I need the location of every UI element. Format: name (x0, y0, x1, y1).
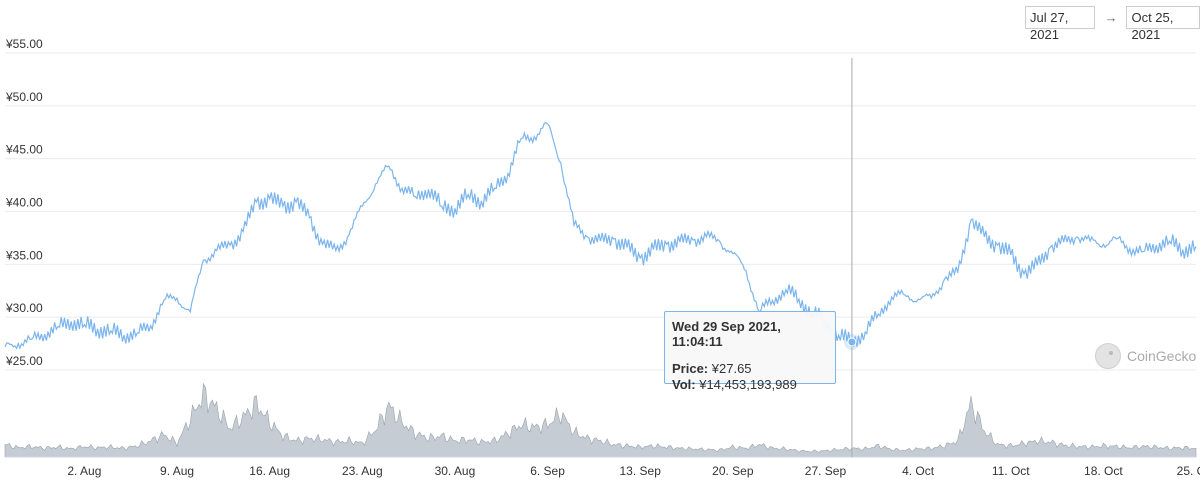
y-tick-label: ¥30.00 (5, 301, 43, 315)
x-tick-label: 9. Aug (160, 464, 194, 478)
y-tick-label: ¥55.00 (5, 37, 43, 51)
watermark-text: CoinGecko (1127, 348, 1197, 364)
tooltip-volume-row: Vol: ¥14,453,193,989 (672, 377, 828, 393)
x-tick-label: 27. Sep (805, 464, 847, 478)
coingecko-watermark: CoinGecko (1095, 343, 1196, 369)
x-tick-label: 25. Oct (1177, 464, 1200, 478)
tooltip-price-row: Price: ¥27.65 (672, 361, 828, 377)
tooltip-title: Wed 29 Sep 2021, 11:04:11 (672, 319, 781, 349)
volume-area (4, 382, 1197, 458)
chart-grid (5, 52, 1196, 371)
hover-point (847, 337, 857, 347)
x-tick-label: 2. Aug (67, 464, 101, 478)
arrow-right-icon: → (1104, 10, 1118, 25)
y-tick-label: ¥35.00 (5, 248, 43, 262)
volume-series (4, 382, 1197, 458)
y-tick-label: ¥45.00 (5, 143, 43, 157)
x-tick-label: 11. Oct (992, 464, 1030, 478)
x-tick-label: 20. Sep (712, 464, 754, 478)
x-tick-label: 18. Oct (1084, 464, 1123, 478)
tooltip-volume-value: ¥14,453,193,989 (699, 377, 797, 392)
x-tick-label: 13. Sep (620, 464, 662, 478)
x-tick-label: 23. Aug (342, 464, 383, 478)
y-tick-label: ¥40.00 (5, 196, 43, 210)
price-series-line[interactable] (4, 122, 1197, 350)
x-tick-label: 16. Aug (249, 464, 290, 478)
hover-marker (843, 333, 860, 350)
x-tick-label: 4. Oct (902, 464, 935, 478)
x-tick-label: 30. Aug (435, 464, 476, 478)
y-tick-label: ¥25.00 (5, 354, 43, 368)
date-range-start-field[interactable]: Jul 27, 2021 (1025, 6, 1096, 42)
x-axis: 2. Aug 9. Aug 16. Aug 23. Aug 30. Aug 6. Sep 1… (67, 464, 1200, 478)
x-tick-label: 6. Sep (530, 464, 565, 478)
tooltip-price-label: Price: (672, 361, 709, 376)
y-axis: ¥25.00 ¥30.00 ¥35.00 ¥40.00 ¥45.00 ¥50.00 ¥55.… (5, 37, 43, 368)
gecko-logo-icon (1095, 343, 1121, 369)
date-range-selector: Jul 27, 2021 → Oct 25, 2021 (1025, 6, 1200, 42)
y-tick-label: ¥50.00 (5, 90, 43, 104)
tooltip-price-value: ¥27.65 (711, 361, 752, 376)
tooltip-volume-label: Vol: (672, 377, 696, 392)
price-tooltip: Wed 29 Sep 2021, 11:04:11 Price: ¥27.65 … (664, 311, 836, 392)
